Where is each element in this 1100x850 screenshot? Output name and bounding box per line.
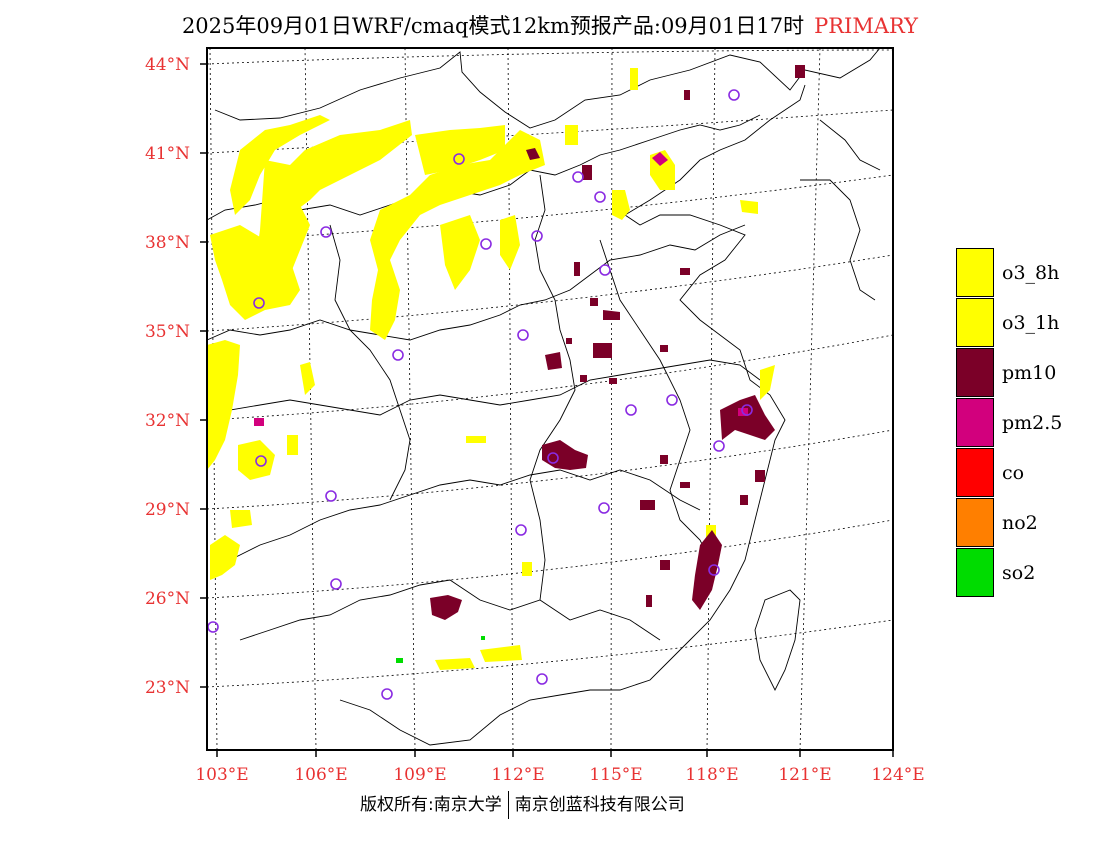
lat-label: 26°N — [144, 589, 190, 609]
lon-label: 115°E — [589, 765, 643, 785]
lon-label: 112°E — [491, 765, 545, 785]
legend-label: co — [1002, 462, 1025, 484]
legend-label: no2 — [1002, 512, 1038, 534]
lat-label: 35°N — [144, 322, 190, 342]
lat-label: 38°N — [144, 233, 190, 253]
footer-separator — [507, 791, 509, 819]
lon-label: 118°E — [685, 765, 739, 785]
lon-label: 124°E — [871, 765, 925, 785]
legend-label: pm10 — [1002, 362, 1057, 384]
copyright-owner: 版权所有:南京大学 — [360, 795, 502, 815]
title-tag: PRIMARY — [814, 14, 919, 38]
legend-swatch — [956, 398, 994, 447]
copyright-company: 南京创蓝科技有限公司 — [514, 795, 685, 815]
pm25-areas — [254, 152, 748, 426]
lon-label: 109°E — [393, 765, 447, 785]
lat-label: 23°N — [144, 678, 190, 698]
legend-swatch — [956, 498, 994, 547]
lon-label: 106°E — [294, 765, 348, 785]
map-frame — [206, 47, 894, 751]
lat-label: 32°N — [144, 411, 190, 431]
legend-swatch — [956, 448, 994, 497]
so2-areas — [396, 636, 485, 663]
monitoring-stations — [207, 89, 753, 700]
legend-label: pm2.5 — [1002, 412, 1063, 434]
legend-swatch — [956, 298, 994, 347]
lon-label: 103°E — [195, 765, 249, 785]
legend-swatch — [956, 348, 994, 397]
title-text: 2025年09月01日WRF/cmaq模式12km预报产品:09月01日17时 — [181, 14, 805, 38]
lon-label: 121°E — [778, 765, 832, 785]
copyright-footer: 版权所有:南京大学 南京创蓝科技有限公司 — [360, 790, 685, 819]
lat-label: 29°N — [144, 500, 190, 520]
legend-label: o3_8h — [1002, 262, 1060, 284]
lat-label: 41°N — [144, 144, 190, 164]
boundaries — [206, 47, 881, 746]
lat-label: 44°N — [144, 55, 190, 75]
tick-marks — [200, 63, 894, 757]
legend-label: o3_1h — [1002, 312, 1060, 334]
legend-label: so2 — [1002, 562, 1036, 584]
legend-swatch — [956, 248, 994, 297]
map-title: 2025年09月01日WRF/cmaq模式12km预报产品:09月01日17时 P… — [0, 10, 1100, 40]
pm10-areas — [430, 65, 805, 620]
legend-swatch — [956, 548, 994, 597]
